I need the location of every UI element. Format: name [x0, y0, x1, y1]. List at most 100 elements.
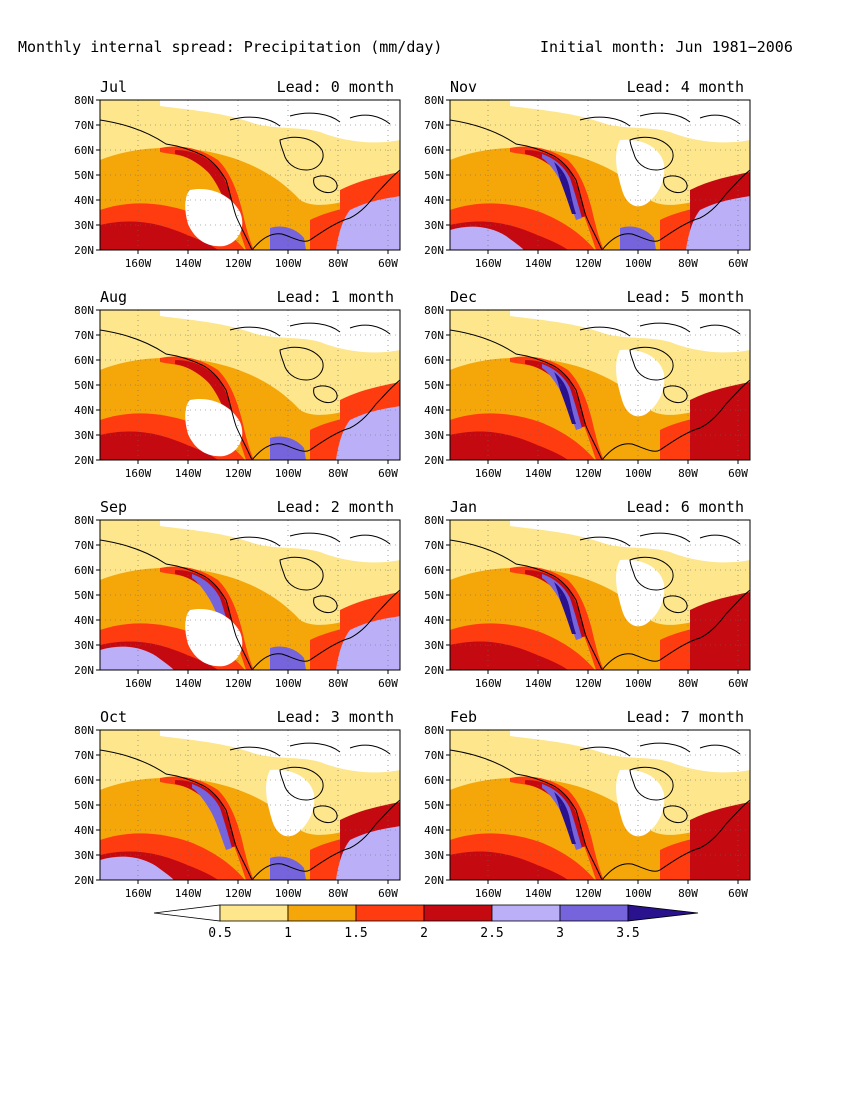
precip-field	[100, 730, 400, 880]
lat-tick-label: 70N	[424, 329, 444, 342]
map-panel-dec: Dec Lead: 5 month 80N 70N 60N 50N 40N 30N 20N 160…	[424, 288, 751, 480]
panel-month-label: Dec	[450, 288, 477, 306]
colorbar-arrow-right	[627, 904, 699, 922]
coastline	[313, 385, 338, 403]
panel-lead-label: Lead: 1 month	[277, 288, 394, 306]
coastline	[579, 326, 631, 337]
coastline	[629, 346, 674, 381]
lon-tick-label: 140W	[525, 257, 552, 270]
coastline	[289, 742, 341, 753]
lat-tick-label: 80N	[424, 514, 444, 527]
lat-tick-label: 40N	[424, 194, 444, 207]
lat-tick-label: 80N	[74, 514, 94, 527]
contour-below-0.5-interior	[266, 769, 315, 837]
lon-tick-label: 100W	[625, 677, 652, 690]
lon-tick-label: 120W	[225, 467, 252, 480]
panel-lead-label: Lead: 3 month	[277, 708, 394, 726]
contour-atlantic-2.5-3	[686, 196, 750, 250]
map-panel-sep: Sep Lead: 2 month 80N 70N 60N 50N 40N 30N 20N 160…	[74, 498, 401, 690]
lat-tick-label: 20N	[424, 664, 444, 677]
lat-tick-label: 50N	[74, 169, 94, 182]
contour-atlantic-2.5-3	[336, 616, 400, 670]
coastline	[639, 742, 691, 753]
coastline	[313, 805, 338, 823]
contour-coast-3.5plus	[554, 582, 576, 634]
lon-tick-label: 80W	[678, 257, 698, 270]
lat-tick-label: 40N	[424, 404, 444, 417]
coastline	[251, 379, 400, 460]
coastline	[699, 324, 741, 335]
contour-below-0.5-arctic	[510, 310, 750, 353]
lon-tick-label: 60W	[728, 887, 748, 900]
panel-lead-label: Lead: 5 month	[627, 288, 744, 306]
contour-below-0.5-west	[185, 188, 243, 247]
coastline	[663, 385, 688, 403]
coastline	[663, 805, 688, 823]
lat-tick-label: 30N	[424, 219, 444, 232]
coastline	[601, 379, 750, 460]
lat-tick-label: 20N	[74, 454, 94, 467]
lat-tick-label: 70N	[74, 329, 94, 342]
colorbar-segment	[219, 904, 289, 922]
lon-tick-label: 140W	[525, 467, 552, 480]
map-panel-nov: Nov Lead: 4 month 80N 70N 60N 50N 40N 30N 20N 160…	[424, 78, 751, 270]
lon-tick-label: 140W	[175, 467, 202, 480]
coastline	[279, 766, 324, 801]
lat-tick-label: 70N	[74, 539, 94, 552]
lon-tick-label: 140W	[175, 887, 202, 900]
map-panel-oct: Oct Lead: 3 month 80N 70N 60N 50N 40N 30N 20N 160…	[74, 708, 401, 900]
coastline	[100, 329, 253, 460]
colorbar-segment	[355, 904, 425, 922]
lat-tick-label: 80N	[424, 304, 444, 317]
coastline	[349, 324, 391, 335]
lon-tick-label: 100W	[625, 257, 652, 270]
colorbar-segment	[491, 904, 561, 922]
coastline	[579, 746, 631, 757]
coastline	[279, 136, 324, 171]
lat-tick-label: 50N	[424, 169, 444, 182]
lat-tick-label: 70N	[424, 539, 444, 552]
lat-tick-label: 40N	[424, 614, 444, 627]
lat-tick-label: 60N	[424, 354, 444, 367]
coastline	[279, 556, 324, 591]
contour-below-0.5-interior	[616, 139, 665, 207]
panel-lead-label: Lead: 4 month	[627, 78, 744, 96]
colorbar: 0.5 1 1.5 2 2.5 3 3.5	[153, 904, 699, 941]
contour-atlantic-2.5-3	[336, 406, 400, 460]
lon-tick-label: 80W	[678, 677, 698, 690]
lat-tick-label: 70N	[424, 749, 444, 762]
coastline	[629, 766, 674, 801]
lon-tick-label: 160W	[475, 887, 502, 900]
contour-below-0.5-arctic	[160, 520, 400, 563]
lon-tick-label: 120W	[225, 887, 252, 900]
lon-tick-label: 140W	[525, 887, 552, 900]
lat-tick-label: 20N	[74, 664, 94, 677]
map-panel-feb: Feb Lead: 7 month 80N 70N 60N 50N 40N 30N 20N 160…	[424, 708, 751, 900]
colorbar-label: 2	[420, 926, 428, 941]
panel-month-label: Feb	[450, 708, 477, 726]
lat-tick-label: 20N	[424, 454, 444, 467]
panel-month-label: Sep	[100, 498, 127, 516]
precip-field	[450, 520, 750, 670]
contour-atlantic	[690, 382, 750, 460]
lon-tick-label: 80W	[678, 467, 698, 480]
panel-lead-label: Lead: 0 month	[277, 78, 394, 96]
contour-below-0.5-interior	[616, 559, 665, 627]
coastline	[579, 116, 631, 127]
lon-tick-label: 160W	[125, 257, 152, 270]
colorbar-label: 1	[284, 926, 292, 941]
lat-tick-label: 30N	[74, 849, 94, 862]
lat-tick-label: 20N	[424, 874, 444, 887]
lon-tick-label: 60W	[378, 677, 398, 690]
coastline	[100, 749, 253, 880]
coastline	[289, 322, 341, 333]
lon-tick-label: 80W	[678, 887, 698, 900]
panel-lead-label: Lead: 7 month	[627, 708, 744, 726]
coastline	[279, 346, 324, 381]
lat-tick-label: 30N	[424, 849, 444, 862]
coastline	[663, 175, 688, 193]
lon-tick-label: 100W	[275, 467, 302, 480]
coastline	[450, 119, 603, 250]
contour-below-0.5-interior	[616, 769, 665, 837]
